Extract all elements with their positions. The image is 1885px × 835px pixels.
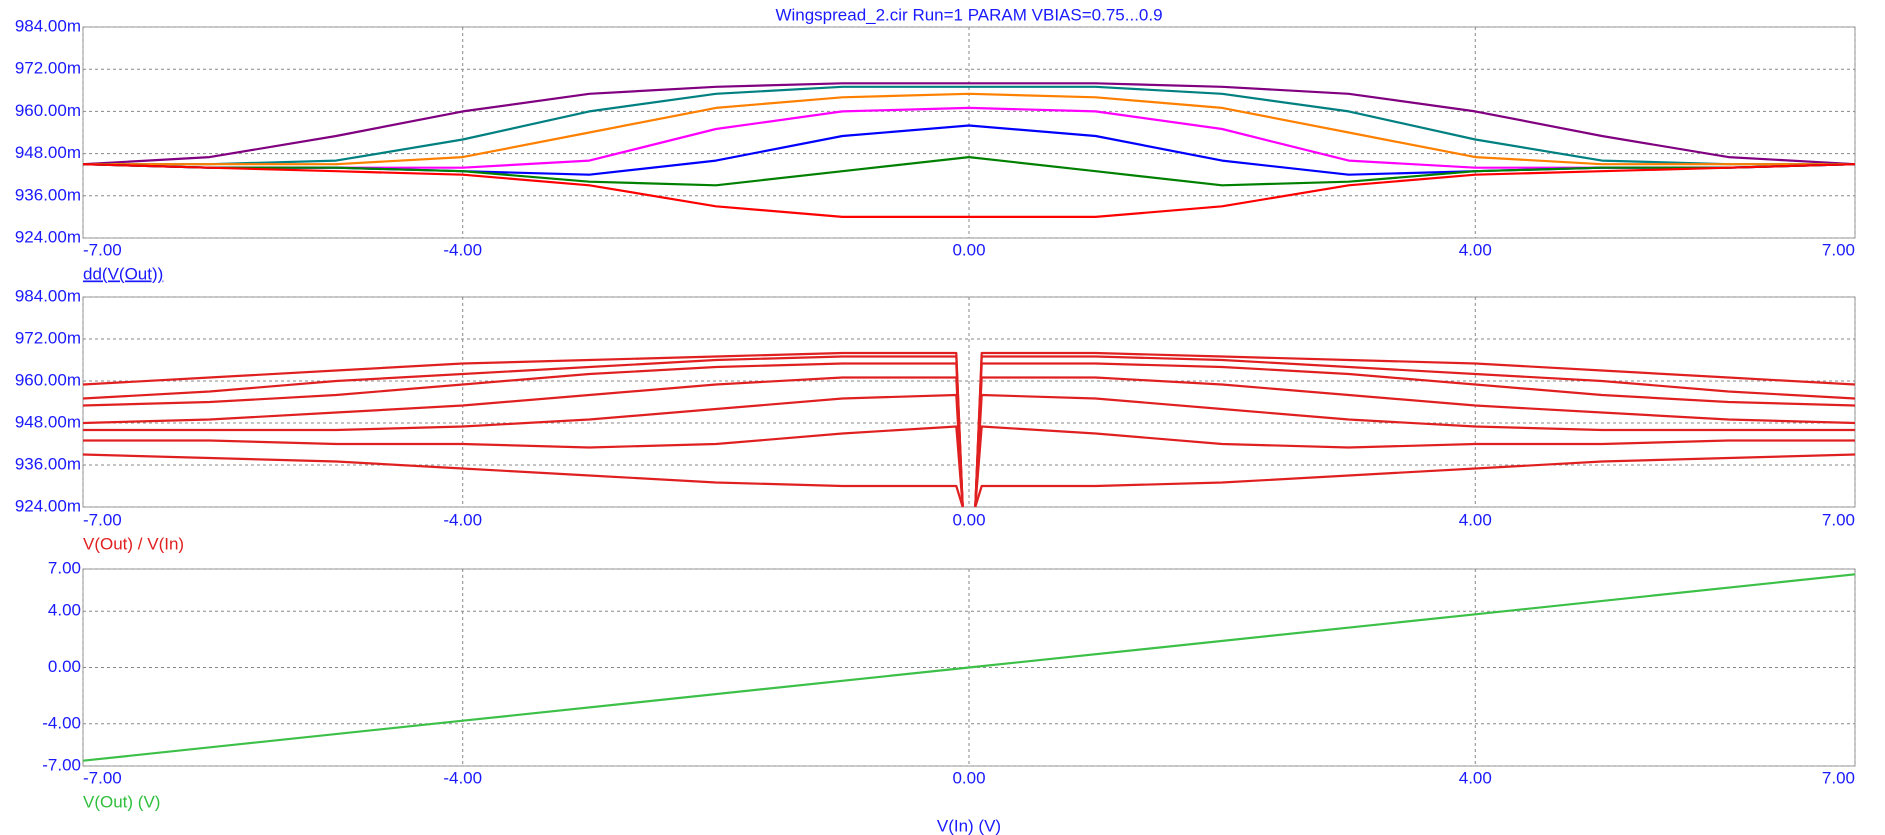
y-tick-label: 972.00m bbox=[15, 59, 81, 78]
trace bbox=[82, 106, 1856, 169]
y-tick-label: 7.00 bbox=[48, 558, 81, 577]
y-tick-label: 960.00m bbox=[15, 370, 81, 389]
trace bbox=[83, 92, 1855, 166]
trace bbox=[82, 82, 1856, 166]
trace bbox=[83, 85, 1855, 166]
x-tick-label: 4.00 bbox=[1459, 510, 1492, 529]
y-tick-label: 924.00m bbox=[15, 496, 81, 515]
trace bbox=[974, 355, 1856, 508]
trace bbox=[974, 362, 1856, 508]
x-tick-label: -4.00 bbox=[443, 240, 482, 259]
y-tick-label: 936.00m bbox=[15, 454, 81, 473]
trace bbox=[82, 453, 964, 508]
x-tick-label: -4.00 bbox=[443, 768, 482, 787]
trace bbox=[83, 425, 964, 508]
trace-label: V(Out) / V(In) bbox=[83, 534, 184, 553]
trace bbox=[82, 351, 964, 508]
trace bbox=[82, 573, 1856, 762]
y-tick-label: 984.00m bbox=[15, 16, 81, 35]
y-tick-label: 984.00m bbox=[15, 286, 81, 305]
y-tick-label: 960.00m bbox=[15, 101, 81, 120]
x-tick-label: 0.00 bbox=[952, 240, 985, 259]
trace bbox=[82, 156, 1856, 187]
x-tick-label: 7.00 bbox=[1822, 510, 1855, 529]
trace bbox=[974, 453, 1856, 508]
trace bbox=[974, 351, 1856, 508]
x-tick-label: 0.00 bbox=[952, 768, 985, 787]
x-tick-label: 7.00 bbox=[1822, 240, 1855, 259]
trace bbox=[83, 393, 964, 508]
y-tick-label: 948.00m bbox=[15, 412, 81, 431]
x-tick-label: -7.00 bbox=[83, 510, 122, 529]
y-tick-label: 924.00m bbox=[15, 227, 81, 246]
x-axis-label: V(In) (V) bbox=[937, 816, 1001, 835]
trace-label: dd(V(Out)) bbox=[83, 264, 163, 283]
trace-label: V(Out) (V) bbox=[83, 792, 160, 811]
x-tick-label: -7.00 bbox=[83, 768, 122, 787]
trace bbox=[82, 163, 1856, 218]
y-tick-label: 4.00 bbox=[48, 601, 81, 620]
chart-title: Wingspread_2.cir Run=1 PARAM VBIAS=0.75.… bbox=[775, 5, 1162, 24]
y-tick-label: 0.00 bbox=[48, 657, 81, 676]
y-tick-label: -4.00 bbox=[42, 713, 81, 732]
x-tick-label: -7.00 bbox=[83, 240, 122, 259]
y-tick-label: 936.00m bbox=[15, 185, 81, 204]
y-tick-label: -7.00 bbox=[42, 755, 81, 774]
trace bbox=[82, 362, 964, 508]
trace bbox=[974, 425, 1855, 508]
trace bbox=[974, 376, 1856, 508]
x-tick-label: 4.00 bbox=[1459, 768, 1492, 787]
x-tick-label: 4.00 bbox=[1459, 240, 1492, 259]
x-tick-label: -4.00 bbox=[443, 510, 482, 529]
y-tick-label: 948.00m bbox=[15, 143, 81, 162]
y-tick-label: 972.00m bbox=[15, 328, 81, 347]
trace bbox=[974, 393, 1855, 508]
x-tick-label: 7.00 bbox=[1822, 768, 1855, 787]
trace bbox=[82, 376, 964, 508]
trace bbox=[82, 355, 964, 508]
x-tick-label: 0.00 bbox=[952, 510, 985, 529]
